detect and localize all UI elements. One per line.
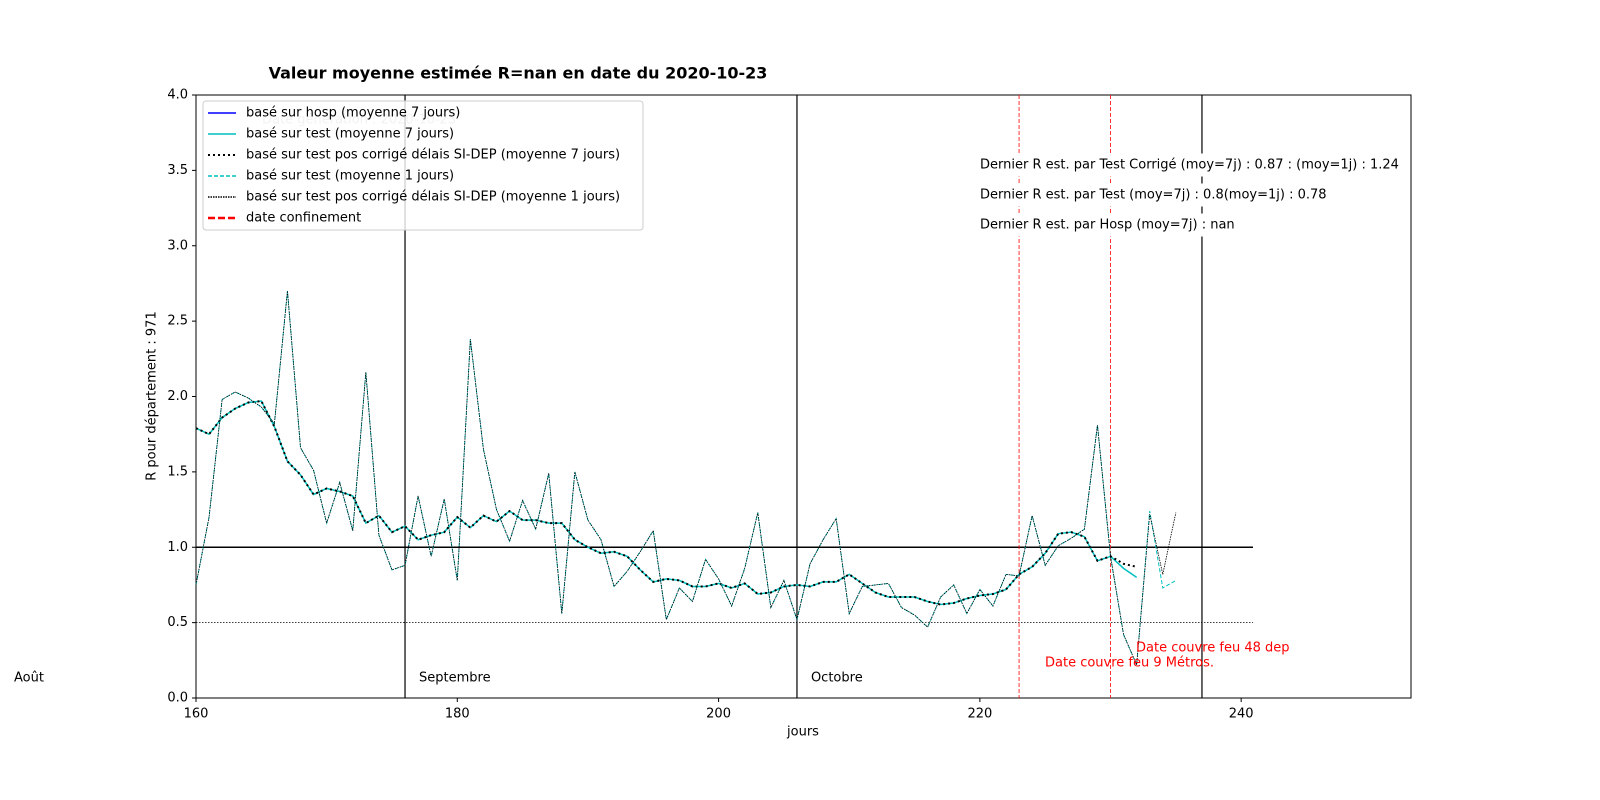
month-label: Septembre [419, 671, 491, 686]
legend-label: basé sur test (moyenne 1 jours) [246, 169, 454, 184]
annotation-text: Dernier R est. par Hosp (moy=7j) : nan [980, 218, 1235, 233]
annotation: Dernier R est. par Test (moy=7j) : 0.8(m… [976, 183, 1331, 207]
month-label: Octobre [811, 671, 863, 686]
x-tick-label: 220 [967, 707, 992, 722]
x-tick-label: 240 [1229, 707, 1254, 722]
annotation-box [976, 153, 1403, 177]
x-axis-label: jours [786, 725, 819, 740]
legend-label: basé sur hosp (moyenne 7 jours) [246, 106, 460, 121]
legend-label: basé sur test (moyenne 7 jours) [246, 127, 454, 142]
y-tick-label: 1.0 [167, 540, 188, 555]
y-tick-label: 0.5 [167, 615, 188, 630]
month-label: Août [14, 671, 44, 686]
y-tick-label: 3.5 [167, 163, 188, 178]
curfew-note: Date couvre feu 48 dep [1136, 641, 1290, 656]
legend-label: basé sur test pos corrigé délais SI-DEP … [246, 190, 620, 205]
legend-box [202, 100, 644, 231]
x-tick-label: 180 [445, 707, 470, 722]
y-tick-label: 2.0 [167, 389, 188, 404]
annotation: Dernier R est. par Test Corrigé (moy=7j)… [976, 153, 1403, 177]
annotation-text: Dernier R est. par Test Corrigé (moy=7j)… [980, 158, 1399, 173]
legend-label: basé sur test pos corrigé délais SI-DEP … [246, 148, 620, 163]
series-line [195, 400, 1138, 606]
y-tick-label: 4.0 [167, 88, 188, 103]
y-tick-label: 1.5 [167, 464, 188, 479]
legend: basé sur hosp (moyenne 7 jours) basé sur … [202, 100, 644, 231]
series-line [195, 290, 1177, 666]
x-tick-label: 160 [184, 707, 209, 722]
x-tick-label: 200 [706, 707, 731, 722]
annotation-text: Dernier R est. par Test (moy=7j) : 0.8(m… [980, 188, 1327, 203]
y-tick-label: 0.0 [167, 691, 188, 706]
series-line [195, 290, 1177, 665]
curfew-note: Date couvre feu 9 Métros. [1045, 656, 1214, 671]
y-tick-label: 3.0 [167, 238, 188, 253]
annotation-box [976, 213, 1239, 237]
chart-title: Valeur moyenne estimée R=nan en date du … [269, 64, 768, 83]
y-axis-label: R pour département : 971 [145, 311, 160, 480]
legend-label: date confinement [246, 211, 361, 226]
y-tick-label: 2.5 [167, 314, 188, 329]
annotation: Dernier R est. par Hosp (moy=7j) : nan [976, 213, 1239, 237]
annotation-box [976, 183, 1331, 207]
series-line [195, 399, 1137, 606]
